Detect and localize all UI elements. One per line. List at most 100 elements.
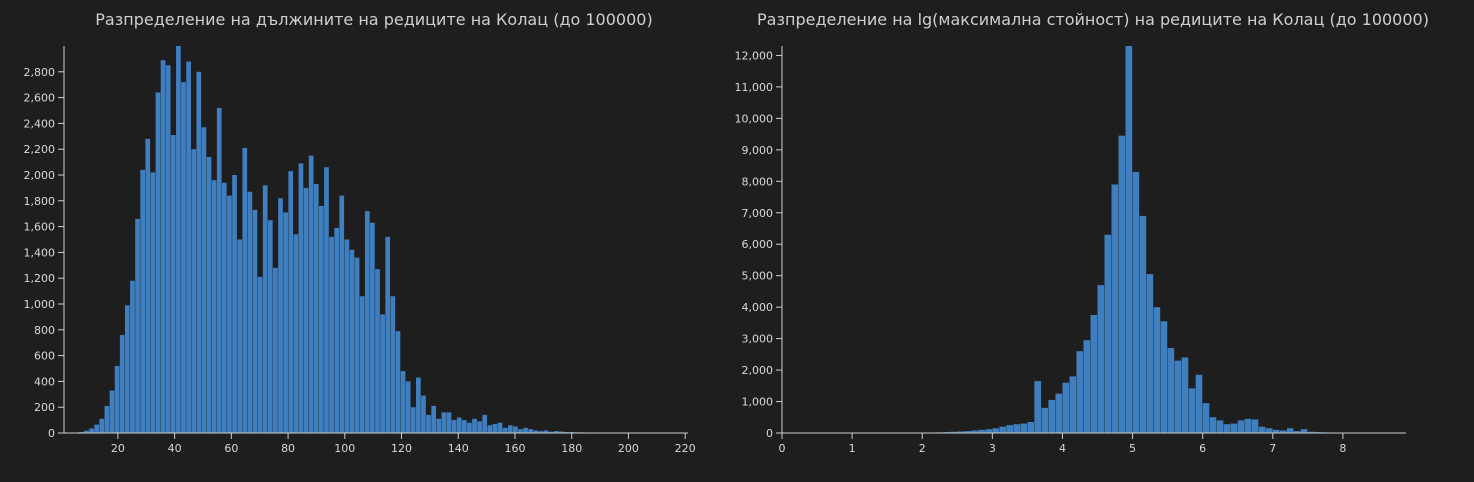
c2-bar xyxy=(1293,431,1301,433)
c2-bar xyxy=(1034,381,1042,433)
c2-bar xyxy=(957,431,964,433)
c1-bar xyxy=(518,429,523,433)
c1-x-tick-label: 160 xyxy=(504,442,525,455)
c1-bar xyxy=(502,427,508,433)
c2-bar xyxy=(1146,274,1154,433)
c1-bar xyxy=(267,220,273,433)
c1-bar xyxy=(538,431,544,433)
c1-bar xyxy=(334,227,340,433)
c2-y-tick-label: 12,000 xyxy=(735,49,774,62)
c1-bar xyxy=(94,424,100,433)
c1-y-tick-label: 200 xyxy=(34,401,55,414)
c2-bar xyxy=(971,430,978,433)
c1-bar xyxy=(252,209,258,433)
c2-x-tick-label: 5 xyxy=(1129,442,1136,455)
c1-y-tick-label: 2,800 xyxy=(24,66,56,79)
c1-x-tick-label: 220 xyxy=(675,442,696,455)
c1-bar xyxy=(89,428,94,433)
c2-y-tick-label: 5,000 xyxy=(742,270,774,283)
c1-bar xyxy=(395,331,401,433)
c2-x-tick-label: 4 xyxy=(1059,442,1066,455)
c1-bar xyxy=(354,257,360,433)
c2-bar xyxy=(1230,423,1238,433)
c1-bar xyxy=(482,414,488,433)
c2-bar xyxy=(1160,321,1168,433)
c1-bar xyxy=(150,172,156,434)
c1-bar xyxy=(318,205,324,433)
c1-bar xyxy=(196,71,202,434)
c2-y-tick-label: 6,000 xyxy=(742,238,774,251)
c2-bar xyxy=(1216,420,1224,433)
c2-x-tick-label: 6 xyxy=(1199,442,1206,455)
c2-bar xyxy=(1104,234,1112,433)
c2-bar xyxy=(985,429,992,433)
c2-bar xyxy=(1223,424,1231,433)
c1-bar xyxy=(298,163,304,433)
c2-bar xyxy=(1048,399,1056,433)
chart2-x-axis: 0 1 2 3 4 5 6 7 8 xyxy=(779,432,1406,455)
c1-bar xyxy=(375,269,380,433)
c1-bar xyxy=(257,276,263,433)
c1-y-tick-label: 800 xyxy=(34,324,55,337)
c2-x-tick-label: 3 xyxy=(989,442,996,455)
c1-bar xyxy=(227,195,232,433)
c2-bar xyxy=(1055,393,1063,433)
c1-bar xyxy=(84,430,89,433)
c1-bar xyxy=(405,381,411,433)
c1-x-tick-label: 20 xyxy=(111,442,125,455)
c1-bar xyxy=(564,431,569,433)
c1-bar xyxy=(191,149,197,433)
c1-bar xyxy=(206,156,212,433)
c1-bar xyxy=(553,431,559,433)
c2-x-tick-label: 7 xyxy=(1269,442,1276,455)
c1-bar xyxy=(211,180,217,433)
c1-bar xyxy=(364,211,370,433)
c2-bar xyxy=(1300,429,1308,433)
c1-bar xyxy=(242,147,248,433)
c1-bar xyxy=(130,280,135,433)
c1-y-tick-label: 2,600 xyxy=(24,92,56,105)
c2-bar xyxy=(1111,184,1119,433)
c1-x-tick-label: 120 xyxy=(391,442,412,455)
chart2-title: Разпределение на lg(максимална стойност)… xyxy=(757,10,1429,29)
c2-bar xyxy=(1125,46,1133,433)
c1-bar xyxy=(344,239,350,433)
c2-y-tick-label: 11,000 xyxy=(735,81,774,94)
c1-bar xyxy=(135,218,140,433)
c1-bar xyxy=(186,61,191,433)
c1-bar xyxy=(324,167,329,433)
c1-bar xyxy=(533,430,539,433)
c1-bar xyxy=(497,422,503,433)
c2-bar xyxy=(964,431,971,433)
chart1-y-axis: 0 200 400 600 800 1,000 1,200 1,400 1,600 1,800 2,… xyxy=(24,46,65,440)
c1-bar xyxy=(528,429,534,433)
c2-bar xyxy=(1013,424,1020,433)
c2-bar xyxy=(1202,403,1210,433)
c2-bar xyxy=(1265,428,1273,433)
c2-bar xyxy=(1041,407,1049,433)
c2-bar xyxy=(1153,307,1161,433)
c1-bar xyxy=(380,314,385,433)
c1-bar xyxy=(273,267,278,433)
c2-y-tick-label: 3,000 xyxy=(742,333,774,346)
c2-bar xyxy=(950,431,957,433)
c1-bar xyxy=(446,412,452,433)
c2-bar xyxy=(1244,418,1252,433)
c1-bar xyxy=(216,107,222,434)
c1-y-tick-label: 2,200 xyxy=(24,143,56,156)
c1-bar xyxy=(303,187,309,433)
c2-y-tick-label: 7,000 xyxy=(742,207,774,220)
c2-bar xyxy=(1237,420,1245,433)
c2-bar xyxy=(1090,315,1098,433)
c2-bar xyxy=(1188,388,1196,433)
c1-bar xyxy=(293,234,299,433)
c1-bar xyxy=(390,296,396,433)
c1-bar xyxy=(415,377,421,433)
c1-bar xyxy=(339,195,345,433)
chart1-x-axis: 20 40 60 80 100 120 140 160 180 200 220 xyxy=(64,432,696,455)
c1-bar xyxy=(181,82,186,434)
c2-bar xyxy=(1195,374,1203,433)
c1-y-tick-label: 400 xyxy=(34,375,55,388)
c1-x-tick-label: 100 xyxy=(334,442,355,455)
c2-bar xyxy=(1076,351,1084,433)
